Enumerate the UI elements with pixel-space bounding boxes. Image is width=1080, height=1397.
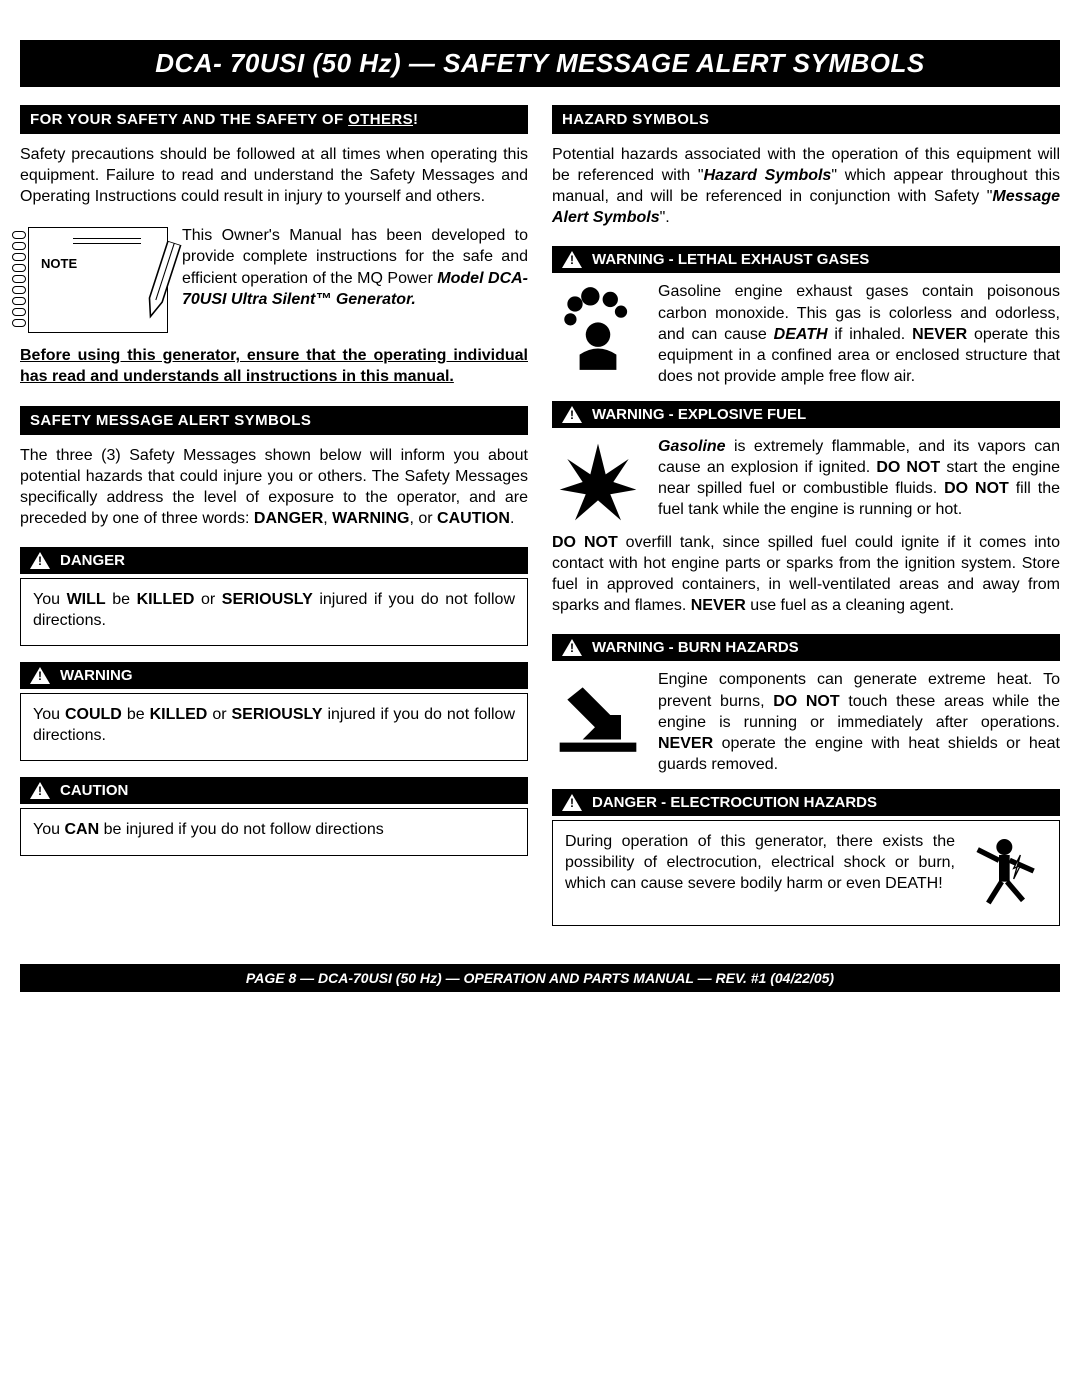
c-c: be injured if you do not follow directio… (99, 821, 384, 838)
note-label: NOTE (41, 256, 161, 271)
w-b: COULD (65, 706, 122, 723)
e-e: DO NOT (944, 480, 1009, 497)
b-b: DO NOT (773, 693, 839, 710)
caution-label: CAUTION (60, 782, 128, 799)
warning-box: You COULD be KILLED or SERIOUSLY injured… (20, 693, 528, 761)
t-c: , (323, 510, 332, 527)
l-b: DEATH (774, 326, 828, 343)
danger-label: DANGER (60, 552, 125, 569)
w-f: SERIOUSLY (232, 706, 323, 723)
el-e: or even (823, 875, 885, 892)
d-b: WILL (67, 591, 106, 608)
t-g: . (510, 510, 514, 527)
lethal-exhaust-head: WARNING - LETHAL EXHAUST GASES (552, 246, 1060, 273)
three-messages-p: The three (3) Safety Messages shown belo… (20, 445, 528, 529)
el-f: DEATH! (885, 875, 942, 892)
before-using-text: Before using this generator, ensure that… (20, 347, 528, 385)
h-e: ". (660, 209, 670, 226)
alert-triangle-icon (562, 406, 582, 423)
elec-label: DANGER - ELECTROCUTION HAZARDS (592, 794, 877, 811)
e-c: DO NOT (876, 459, 940, 476)
h-b: Hazard Symbols (704, 167, 832, 184)
explosion-icon (552, 436, 644, 528)
ep-a: DO NOT (552, 534, 618, 551)
elec-text: During operation of this generator, ther… (565, 831, 955, 894)
columns: FOR YOUR SAFETY AND THE SAFETY OF OTHERS… (20, 105, 1060, 942)
ep-d: use fuel as a cleaning agent. (746, 597, 954, 614)
t-b: DANGER (254, 510, 323, 527)
safety-of-others-head: FOR YOUR SAFETY AND THE SAFETY OF OTHERS… (20, 105, 528, 134)
explosive-text: Gasoline is extremely flammable, and its… (658, 436, 1060, 520)
burn-icon (552, 669, 644, 761)
alert-triangle-icon (30, 782, 50, 799)
head-underline: OTHERS (348, 111, 413, 128)
el-d: severe bodily harm (688, 875, 823, 892)
electrocution-icon (967, 831, 1047, 911)
exhaust-icon (552, 281, 644, 373)
caution-box: You CAN be injured if you do not follow … (20, 808, 528, 855)
w-c: be (122, 706, 150, 723)
c-b: CAN (64, 821, 99, 838)
lethal-row: Gasoline engine exhaust gases contain po… (552, 281, 1060, 387)
left-column: FOR YOUR SAFETY AND THE SAFETY OF OTHERS… (20, 105, 528, 942)
page: DCA- 70USI (50 Hz) — SAFETY MESSAGE ALER… (0, 20, 1080, 1012)
burn-label: WARNING - BURN HAZARDS (592, 639, 799, 656)
alert-triangle-icon (30, 667, 50, 684)
hazard-intro: Potential hazards associated with the op… (552, 144, 1060, 228)
d-f: SERIOUSLY (222, 591, 313, 608)
w-e: or (207, 706, 231, 723)
electrocution-head: DANGER - ELECTROCUTION HAZARDS (552, 789, 1060, 816)
danger-box: You WILL be KILLED or SERIOUSLY injured … (20, 578, 528, 646)
d-d: KILLED (137, 591, 195, 608)
d-c: be (106, 591, 137, 608)
electrocution-box: During operation of this generator, ther… (552, 820, 1060, 926)
notepad-icon: NOTE (20, 225, 170, 335)
w-d: KILLED (150, 706, 208, 723)
alert-triangle-icon (562, 639, 582, 656)
burn-text: Engine components can generate extreme h… (658, 669, 1060, 775)
t-e: , or (409, 510, 437, 527)
b-d: NEVER (658, 735, 713, 752)
intro-p1: Safety precautions should be followed at… (20, 144, 528, 207)
el-b: electrocution, electrical shock or burn, (667, 854, 955, 871)
note-row: NOTE This Owner's Manual has been develo… (20, 225, 528, 335)
lethal-label: WARNING - LETHAL EXHAUST GASES (592, 251, 869, 268)
warning-head: WARNING (20, 662, 528, 689)
explosive-row: Gasoline is extremely flammable, and its… (552, 436, 1060, 528)
alert-triangle-icon (30, 552, 50, 569)
alert-triangle-icon (562, 251, 582, 268)
ep-c: NEVER (691, 597, 746, 614)
caution-head: CAUTION (20, 777, 528, 804)
l-d: NEVER (912, 326, 967, 343)
danger-head: DANGER (20, 547, 528, 574)
burn-hazards-head: WARNING - BURN HAZARDS (552, 634, 1060, 661)
alert-triangle-icon (562, 794, 582, 811)
t-f: CAUTION (437, 510, 510, 527)
l-c: if inhaled. (828, 326, 913, 343)
d-e: or (194, 591, 221, 608)
burn-row: Engine components can generate extreme h… (552, 669, 1060, 775)
explosive-p2: DO NOT overfill tank, since spilled fuel… (552, 532, 1060, 616)
w-a: You (33, 706, 65, 723)
el-c: which can cause (565, 875, 688, 892)
explosive-fuel-head: WARNING - EXPLOSIVE FUEL (552, 401, 1060, 428)
right-column: HAZARD SYMBOLS Potential hazards associa… (552, 105, 1060, 942)
page-footer: PAGE 8 — DCA-70USI (50 Hz) — OPERATION A… (20, 964, 1060, 992)
main-title: DCA- 70USI (50 Hz) — SAFETY MESSAGE ALER… (20, 40, 1060, 87)
t-d: WARNING (332, 510, 409, 527)
note-text: This Owner's Manual has been developed t… (182, 225, 528, 309)
c-a: You (33, 821, 64, 838)
before-using-p: Before using this generator, ensure that… (20, 345, 528, 387)
b-e: operate the engine with heat shields or … (658, 735, 1060, 773)
hazard-symbols-head: HAZARD SYMBOLS (552, 105, 1060, 134)
warning-label: WARNING (60, 667, 133, 684)
head-excl: ! (413, 111, 418, 128)
lethal-text: Gasoline engine exhaust gases contain po… (658, 281, 1060, 387)
explosive-label: WARNING - EXPLOSIVE FUEL (592, 406, 806, 423)
d-a: You (33, 591, 67, 608)
e-a: Gasoline (658, 438, 726, 455)
alert-symbols-head: SAFETY MESSAGE ALERT SYMBOLS (20, 406, 528, 435)
head-text: FOR YOUR SAFETY AND THE SAFETY OF (30, 111, 348, 128)
